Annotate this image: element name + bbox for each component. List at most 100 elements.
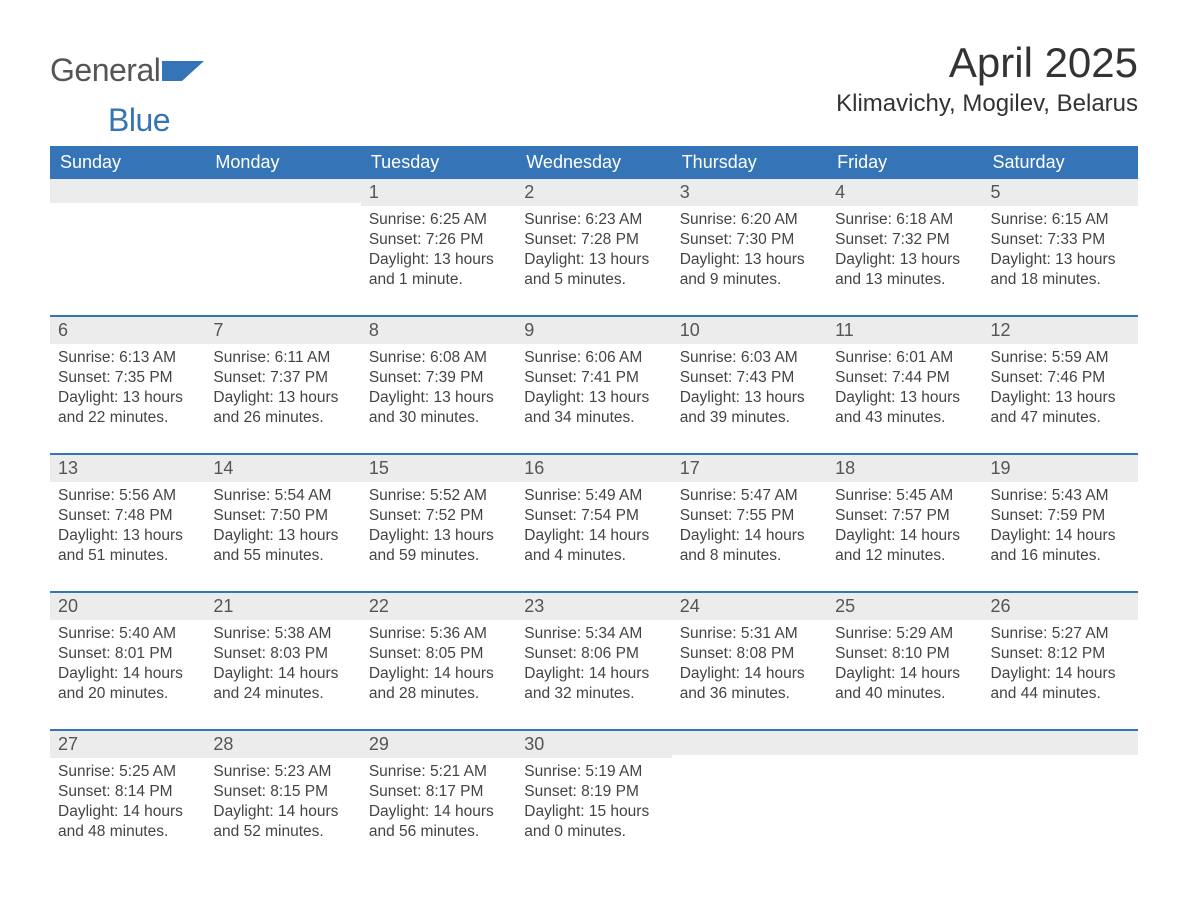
dow-monday: Monday: [205, 146, 360, 179]
calendar-day: 12Sunrise: 5:59 AMSunset: 7:46 PMDayligh…: [983, 317, 1138, 437]
day-details: Sunrise: 6:13 AMSunset: 7:35 PMDaylight:…: [50, 344, 205, 435]
day-details: Sunrise: 5:59 AMSunset: 7:46 PMDaylight:…: [983, 344, 1138, 435]
day-details: Sunrise: 5:38 AMSunset: 8:03 PMDaylight:…: [205, 620, 360, 711]
week-row: 6Sunrise: 6:13 AMSunset: 7:35 PMDaylight…: [50, 315, 1138, 437]
sunset-text: Sunset: 7:55 PM: [680, 506, 819, 526]
day-number: 20: [50, 593, 205, 620]
dow-saturday: Saturday: [983, 146, 1138, 179]
sunset-text: Sunset: 7:54 PM: [524, 506, 663, 526]
day-details: Sunrise: 5:47 AMSunset: 7:55 PMDaylight:…: [672, 482, 827, 573]
sunset-text: Sunset: 7:46 PM: [991, 368, 1130, 388]
day-number: 30: [516, 731, 671, 758]
daylight-text: Daylight: 13 hours and 1 minute.: [369, 250, 508, 290]
day-of-week-header-row: Sunday Monday Tuesday Wednesday Thursday…: [50, 146, 1138, 179]
day-details: Sunrise: 5:21 AMSunset: 8:17 PMDaylight:…: [361, 758, 516, 849]
sunset-text: Sunset: 8:05 PM: [369, 644, 508, 664]
sunset-text: Sunset: 7:37 PM: [213, 368, 352, 388]
day-number: 14: [205, 455, 360, 482]
day-number: [50, 179, 205, 203]
sunrise-text: Sunrise: 6:08 AM: [369, 348, 508, 368]
day-number: 16: [516, 455, 671, 482]
sunrise-text: Sunrise: 5:38 AM: [213, 624, 352, 644]
logo-flag-icon: [162, 59, 204, 86]
day-number: 19: [983, 455, 1138, 482]
sunset-text: Sunset: 7:57 PM: [835, 506, 974, 526]
day-details: Sunrise: 6:23 AMSunset: 7:28 PMDaylight:…: [516, 206, 671, 297]
week-row: 1Sunrise: 6:25 AMSunset: 7:26 PMDaylight…: [50, 179, 1138, 299]
calendar-grid: Sunday Monday Tuesday Wednesday Thursday…: [50, 146, 1138, 851]
sunset-text: Sunset: 8:10 PM: [835, 644, 974, 664]
page-header: General Blue April 2025 Klimavichy, Mogi…: [50, 40, 1138, 136]
logo-word-general: General: [50, 52, 160, 88]
day-details: Sunrise: 5:40 AMSunset: 8:01 PMDaylight:…: [50, 620, 205, 711]
day-details: Sunrise: 6:08 AMSunset: 7:39 PMDaylight:…: [361, 344, 516, 435]
brand-logo: General Blue: [50, 54, 204, 136]
day-details: Sunrise: 5:34 AMSunset: 8:06 PMDaylight:…: [516, 620, 671, 711]
sunset-text: Sunset: 7:50 PM: [213, 506, 352, 526]
daylight-text: Daylight: 13 hours and 30 minutes.: [369, 388, 508, 428]
day-details: Sunrise: 5:52 AMSunset: 7:52 PMDaylight:…: [361, 482, 516, 573]
daylight-text: Daylight: 13 hours and 47 minutes.: [991, 388, 1130, 428]
sunrise-text: Sunrise: 5:31 AM: [680, 624, 819, 644]
day-number: 27: [50, 731, 205, 758]
day-number: 23: [516, 593, 671, 620]
day-number: 6: [50, 317, 205, 344]
daylight-text: Daylight: 13 hours and 9 minutes.: [680, 250, 819, 290]
calendar-day: 18Sunrise: 5:45 AMSunset: 7:57 PMDayligh…: [827, 455, 982, 575]
sunrise-text: Sunrise: 5:40 AM: [58, 624, 197, 644]
calendar-day: [827, 731, 982, 851]
day-details: Sunrise: 5:43 AMSunset: 7:59 PMDaylight:…: [983, 482, 1138, 573]
calendar-day: 24Sunrise: 5:31 AMSunset: 8:08 PMDayligh…: [672, 593, 827, 713]
sunset-text: Sunset: 8:17 PM: [369, 782, 508, 802]
day-number: 25: [827, 593, 982, 620]
week-row: 27Sunrise: 5:25 AMSunset: 8:14 PMDayligh…: [50, 729, 1138, 851]
sunrise-text: Sunrise: 5:56 AM: [58, 486, 197, 506]
day-details: Sunrise: 6:15 AMSunset: 7:33 PMDaylight:…: [983, 206, 1138, 297]
day-details: Sunrise: 6:20 AMSunset: 7:30 PMDaylight:…: [672, 206, 827, 297]
calendar-day: 15Sunrise: 5:52 AMSunset: 7:52 PMDayligh…: [361, 455, 516, 575]
sunrise-text: Sunrise: 5:25 AM: [58, 762, 197, 782]
day-number: [672, 731, 827, 755]
daylight-text: Daylight: 13 hours and 55 minutes.: [213, 526, 352, 566]
week-row: 20Sunrise: 5:40 AMSunset: 8:01 PMDayligh…: [50, 591, 1138, 713]
calendar-day: 8Sunrise: 6:08 AMSunset: 7:39 PMDaylight…: [361, 317, 516, 437]
sunrise-text: Sunrise: 6:25 AM: [369, 210, 508, 230]
daylight-text: Daylight: 14 hours and 12 minutes.: [835, 526, 974, 566]
daylight-text: Daylight: 13 hours and 43 minutes.: [835, 388, 974, 428]
day-details: Sunrise: 6:11 AMSunset: 7:37 PMDaylight:…: [205, 344, 360, 435]
sunset-text: Sunset: 8:06 PM: [524, 644, 663, 664]
sunset-text: Sunset: 7:48 PM: [58, 506, 197, 526]
sunset-text: Sunset: 7:30 PM: [680, 230, 819, 250]
day-number: 3: [672, 179, 827, 206]
week-row: 13Sunrise: 5:56 AMSunset: 7:48 PMDayligh…: [50, 453, 1138, 575]
sunset-text: Sunset: 7:35 PM: [58, 368, 197, 388]
sunset-text: Sunset: 8:03 PM: [213, 644, 352, 664]
sunset-text: Sunset: 8:14 PM: [58, 782, 197, 802]
day-number: 7: [205, 317, 360, 344]
sunset-text: Sunset: 7:33 PM: [991, 230, 1130, 250]
sunrise-text: Sunrise: 6:06 AM: [524, 348, 663, 368]
day-number: 29: [361, 731, 516, 758]
calendar-day: 7Sunrise: 6:11 AMSunset: 7:37 PMDaylight…: [205, 317, 360, 437]
day-details: Sunrise: 5:45 AMSunset: 7:57 PMDaylight:…: [827, 482, 982, 573]
calendar-day: [983, 731, 1138, 851]
day-number: 9: [516, 317, 671, 344]
logo-word-blue: Blue: [108, 102, 170, 138]
sunset-text: Sunset: 7:26 PM: [369, 230, 508, 250]
day-details: Sunrise: 5:31 AMSunset: 8:08 PMDaylight:…: [672, 620, 827, 711]
sunset-text: Sunset: 7:43 PM: [680, 368, 819, 388]
calendar-day: 2Sunrise: 6:23 AMSunset: 7:28 PMDaylight…: [516, 179, 671, 299]
day-details: Sunrise: 6:03 AMSunset: 7:43 PMDaylight:…: [672, 344, 827, 435]
logo-text-block: General Blue: [50, 54, 204, 136]
day-number: 21: [205, 593, 360, 620]
calendar-day: 21Sunrise: 5:38 AMSunset: 8:03 PMDayligh…: [205, 593, 360, 713]
day-number: [983, 731, 1138, 755]
calendar-day: 1Sunrise: 6:25 AMSunset: 7:26 PMDaylight…: [361, 179, 516, 299]
calendar-day: 17Sunrise: 5:47 AMSunset: 7:55 PMDayligh…: [672, 455, 827, 575]
sunrise-text: Sunrise: 6:11 AM: [213, 348, 352, 368]
day-details: Sunrise: 5:54 AMSunset: 7:50 PMDaylight:…: [205, 482, 360, 573]
calendar-day: 26Sunrise: 5:27 AMSunset: 8:12 PMDayligh…: [983, 593, 1138, 713]
daylight-text: Daylight: 14 hours and 28 minutes.: [369, 664, 508, 704]
sunrise-text: Sunrise: 5:23 AM: [213, 762, 352, 782]
daylight-text: Daylight: 14 hours and 16 minutes.: [991, 526, 1130, 566]
